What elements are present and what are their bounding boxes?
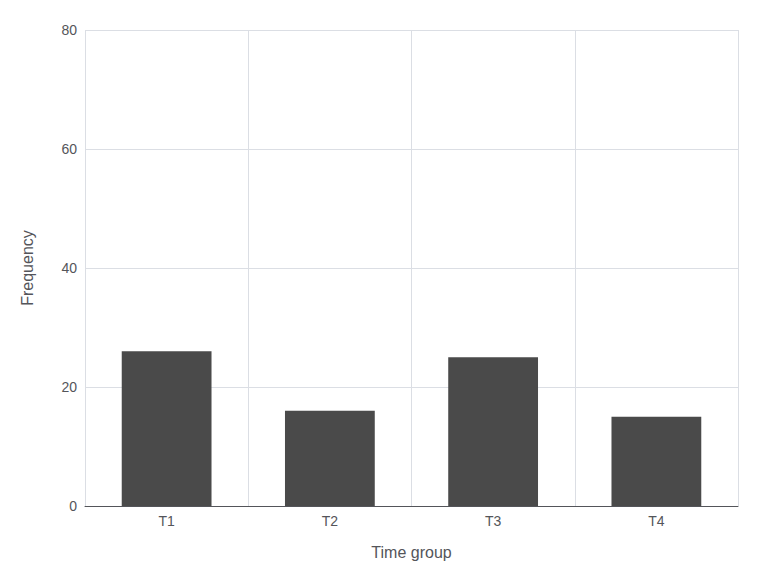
svg-text:60: 60 <box>61 141 77 157</box>
svg-text:40: 40 <box>61 260 77 276</box>
svg-text:T3: T3 <box>485 513 502 529</box>
svg-text:T4: T4 <box>648 513 665 529</box>
svg-text:0: 0 <box>69 498 77 514</box>
svg-text:20: 20 <box>61 379 77 395</box>
svg-text:T2: T2 <box>322 513 339 529</box>
svg-text:80: 80 <box>61 22 77 38</box>
svg-text:Time group: Time group <box>371 544 451 561</box>
svg-text:Frequency: Frequency <box>19 230 36 306</box>
svg-text:T1: T1 <box>158 513 175 529</box>
